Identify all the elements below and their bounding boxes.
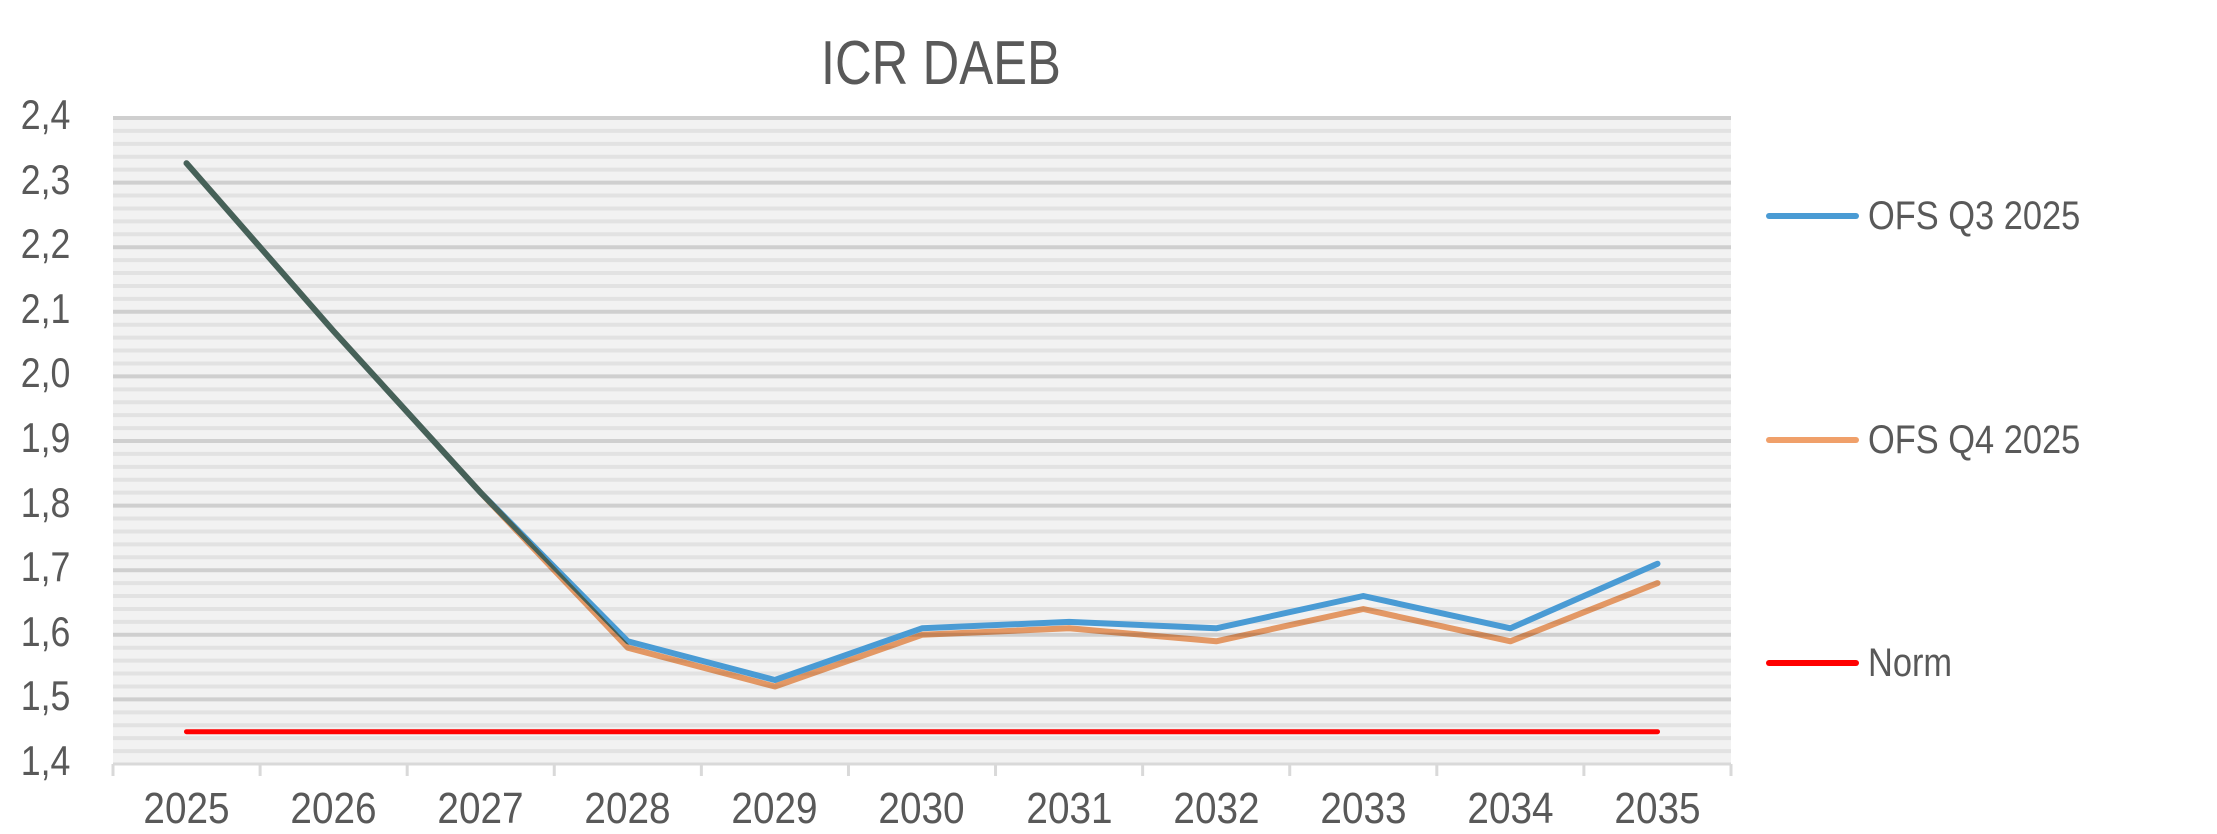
y-tick-label: 1,5 (20, 672, 70, 720)
legend-label: OFS Q3 2025 (1868, 193, 2081, 238)
legend-item-norm[interactable]: Norm (1766, 638, 1966, 688)
legend-line-icon (1766, 437, 1859, 443)
series-line-ofs-q4-2025[interactable] (183, 160, 1661, 690)
x-tick-label: 2034 (1467, 784, 1554, 833)
y-tick-label: 2,0 (20, 349, 70, 397)
y-tick-label: 2,3 (20, 155, 70, 203)
legend-label: OFS Q4 2025 (1868, 417, 2081, 462)
x-tick-label: 2033 (1320, 784, 1407, 833)
x-tick-label: 2035 (1614, 784, 1701, 833)
x-tick-label: 2029 (731, 784, 818, 833)
y-tick-label: 1,6 (20, 607, 70, 655)
y-tick-label: 2,1 (20, 284, 70, 332)
x-tick-label: 2031 (1025, 784, 1113, 833)
legend-item-ofs-q4-2025[interactable]: OFS Q4 2025 (1766, 415, 2115, 465)
y-tick-label: 1,9 (20, 414, 70, 461)
legend-item-ofs-q3-2025[interactable]: OFS Q3 2025 (1766, 191, 2115, 241)
legend-label: Norm (1868, 640, 1953, 685)
x-tick-label: 2032 (1173, 784, 1260, 833)
legend-line-icon (1766, 660, 1859, 666)
y-tick-label: 2,2 (20, 220, 70, 268)
x-tick-label: 2026 (290, 784, 377, 833)
y-tick-label: 2,4 (20, 91, 70, 138)
chart-title: ICR DAEB (820, 29, 1061, 98)
legend-line-icon (1766, 213, 1859, 219)
y-tick-label: 1,7 (20, 543, 70, 591)
y-tick-label: 1,4 (20, 737, 70, 784)
x-tick-label: 2027 (437, 784, 524, 833)
x-tick-label: 2025 (143, 784, 230, 833)
x-tick-label: 2028 (584, 784, 671, 833)
x-tick-label: 2030 (878, 784, 966, 833)
y-tick-label: 1,8 (20, 478, 70, 526)
